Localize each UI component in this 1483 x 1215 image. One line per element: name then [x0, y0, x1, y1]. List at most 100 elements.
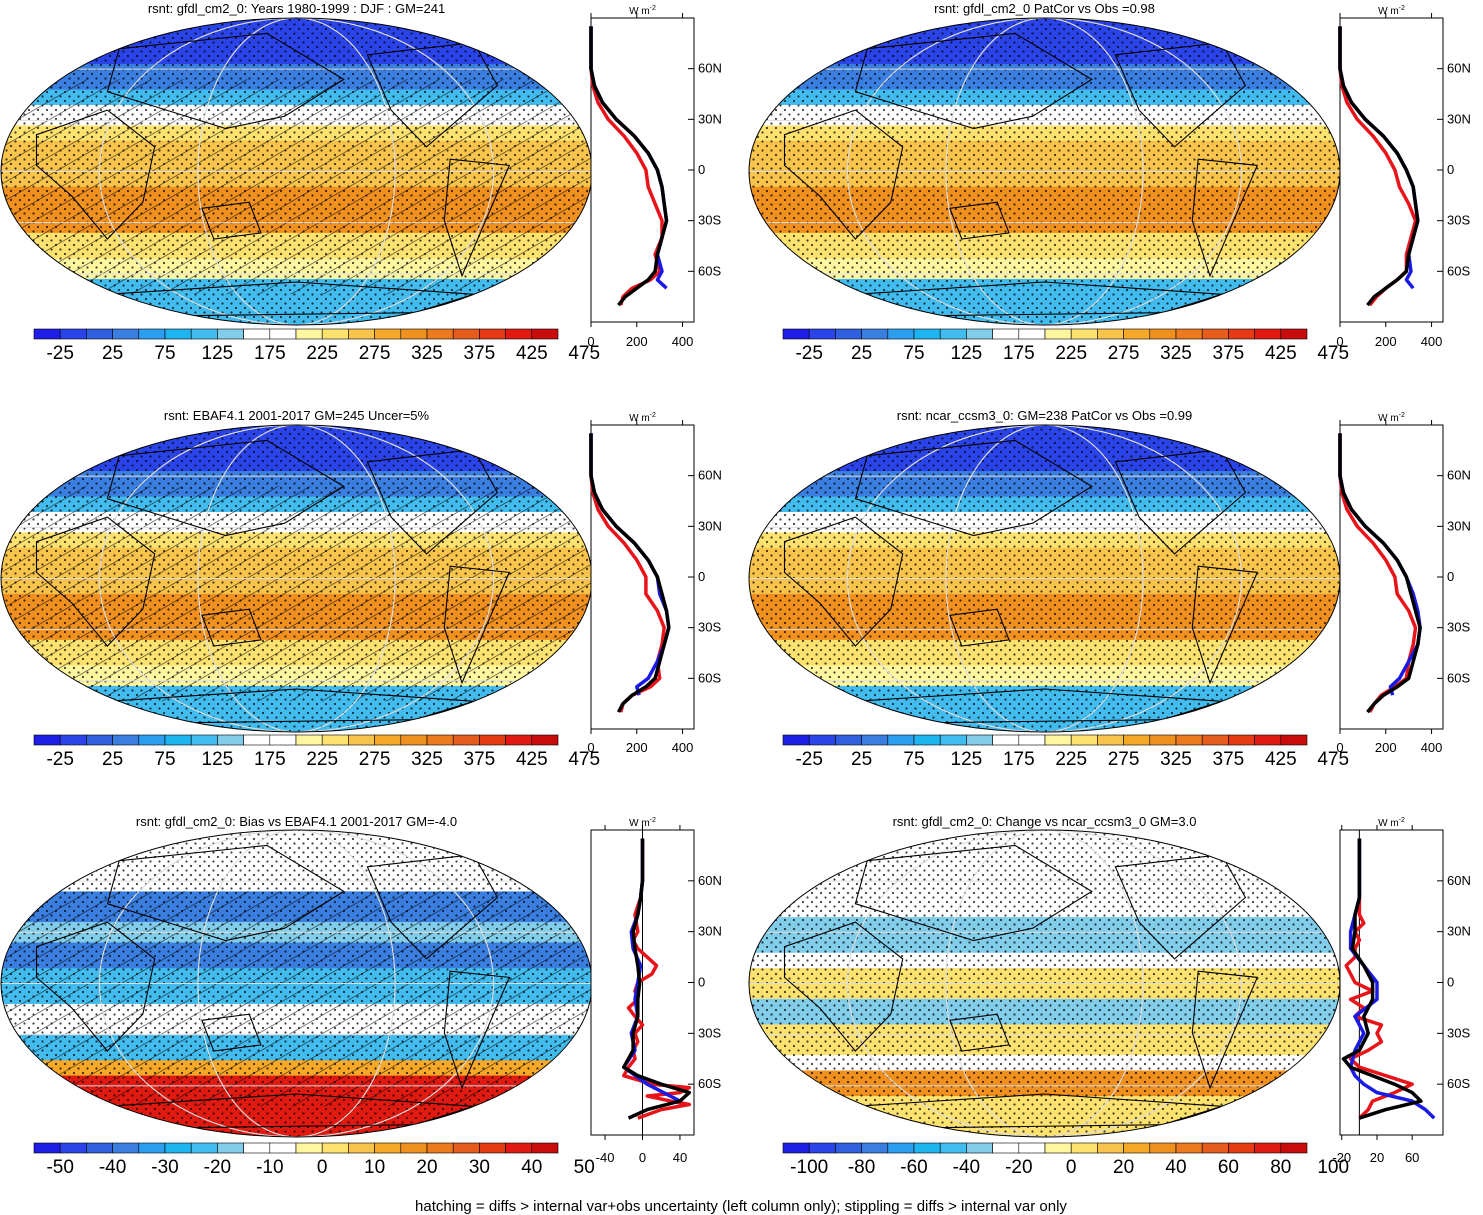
x-tick-label: 200 [1375, 740, 1397, 755]
colorbar-swatch [1149, 1142, 1177, 1154]
colorbar-tick-label: 75 [903, 343, 924, 364]
x-tick-label: -20 [1332, 1150, 1351, 1165]
colorbar-tick-label: 425 [1265, 749, 1297, 770]
colorbar-tick-label: 325 [411, 749, 443, 770]
colorbar-swatch [426, 328, 454, 340]
units-label: W m-2 [1378, 412, 1405, 424]
colorbar-swatch [939, 1142, 967, 1154]
colorbar-tick-label: 275 [1108, 749, 1140, 770]
units-label: W m-2 [1378, 817, 1405, 829]
coastline [35, 921, 156, 1052]
colorbar-tick-label: 80 [1270, 1157, 1291, 1178]
colorbar-swatch [1097, 328, 1124, 340]
lat-tick-label: 30S [698, 620, 721, 635]
x-tick-label: 0 [639, 1150, 646, 1165]
colorbar-swatch [295, 1142, 323, 1154]
map-field [749, 425, 1340, 732]
colorbar-swatch [321, 328, 349, 340]
coastline [443, 158, 511, 278]
x-tick-label: 40 [673, 1150, 687, 1165]
lat-tick-label: 60N [698, 873, 722, 888]
colorbar-tick-label: 0 [1066, 1157, 1077, 1178]
colorbar-swatch [782, 1142, 810, 1154]
colorbar-swatch [479, 1142, 506, 1154]
colorbar-tick-label: 125 [951, 343, 983, 364]
colorbar-tick-label: -60 [900, 1157, 927, 1178]
panel-p2: rsnt: gfdl_cm2_0 PatCor vs Obs =0.98 -25 2… [748, 1, 1471, 364]
colorbar-tick-label: -80 [848, 1157, 875, 1178]
colorbar-tick-label: 275 [359, 749, 391, 770]
colorbar-swatch [1175, 734, 1203, 746]
panel-p4: rsnt: ncar_ccsm3_0: GM=238 PatCor vs Obs… [748, 408, 1471, 770]
colorbar-swatch [217, 734, 244, 746]
footer-note: hatching = diffs > internal var+obs unce… [415, 1198, 1067, 1215]
colorbar-tick-label: 475 [1317, 749, 1349, 770]
colorbar-tick-label: 225 [306, 343, 338, 364]
colorbar-swatch [835, 328, 862, 340]
units-superscript: -2 [650, 412, 656, 419]
colorbar-swatch [138, 1142, 166, 1154]
colorbar-swatch [112, 734, 140, 746]
colorbar-swatch [1018, 734, 1046, 746]
lat-tick-label: 30S [698, 1025, 721, 1040]
colorbar-swatch [531, 328, 559, 340]
lat-tick-label: 60N [1447, 468, 1471, 483]
colorbar-tick-label: 20 [1113, 1157, 1134, 1178]
colorbar-tick-label: 325 [1160, 749, 1192, 770]
colorbar-swatch [1123, 734, 1151, 746]
zonal-series-black [1341, 838, 1423, 1120]
x-tick-label: 200 [626, 740, 648, 755]
colorbar-swatch [1280, 328, 1308, 340]
colorbar-tick-label: 325 [1160, 343, 1192, 364]
colorbar-tick-label: 40 [1165, 1157, 1186, 1178]
hatch-overlay [1, 891, 592, 1107]
units-superscript: -2 [650, 817, 656, 824]
map-field [749, 18, 1340, 325]
lat-tick-label: 0 [1447, 162, 1454, 177]
colorbar-tick-label: 375 [464, 749, 496, 770]
x-tick-label: 200 [1375, 334, 1397, 349]
colorbar-tick-label: 10 [364, 1157, 385, 1178]
colorbar-swatch [321, 1142, 349, 1154]
lat-tick-label: 30N [698, 924, 722, 939]
colorbar-swatch [1097, 1142, 1124, 1154]
zonal-frame [1339, 17, 1444, 323]
colorbar-swatch [269, 734, 297, 746]
colorbar-swatch [887, 1142, 915, 1154]
colorbar-tick-label: 225 [306, 749, 338, 770]
map [748, 829, 1341, 1138]
colorbar-tick-label: 425 [516, 343, 548, 364]
colorbar-tick-label: 175 [1003, 343, 1035, 364]
colorbar-swatch [1175, 328, 1203, 340]
graticule-meridian [197, 830, 396, 1137]
colorbar-tick-label: 125 [202, 749, 234, 770]
colorbar-swatch [86, 734, 113, 746]
colorbar-swatch [33, 734, 61, 746]
colorbar-swatch [138, 734, 166, 746]
coastline [201, 1013, 262, 1052]
colorbar-swatch [164, 734, 192, 746]
map-field [749, 830, 1340, 1137]
coastline [949, 608, 1010, 647]
colorbar-swatch [86, 1142, 113, 1154]
coastline [854, 439, 1093, 537]
colorbar-swatch [505, 1142, 533, 1154]
coastline [854, 32, 1093, 130]
colorbar-tick-label: -20 [1005, 1157, 1032, 1178]
x-tick-label: 20 [1370, 1150, 1384, 1165]
colorbar-swatch [861, 328, 889, 340]
map [0, 424, 593, 733]
zonal-mean-plot: 60N 30N 0 30S 60S -20 20 60 W m-2 [1332, 817, 1470, 1165]
colorbar-swatch [295, 734, 323, 746]
colorbar-swatch [1070, 1142, 1098, 1154]
colorbar-tick-label: 275 [359, 343, 391, 364]
colorbar-swatch [217, 328, 244, 340]
coastline [35, 516, 156, 647]
colorbar-swatch [1280, 1142, 1308, 1154]
x-tick-label: 400 [1421, 334, 1443, 349]
colorbar-swatch [400, 734, 428, 746]
colorbar-swatch [782, 734, 810, 746]
coastline [783, 109, 904, 240]
graticule-meridian [847, 425, 1242, 732]
zonal-frame [590, 17, 695, 323]
